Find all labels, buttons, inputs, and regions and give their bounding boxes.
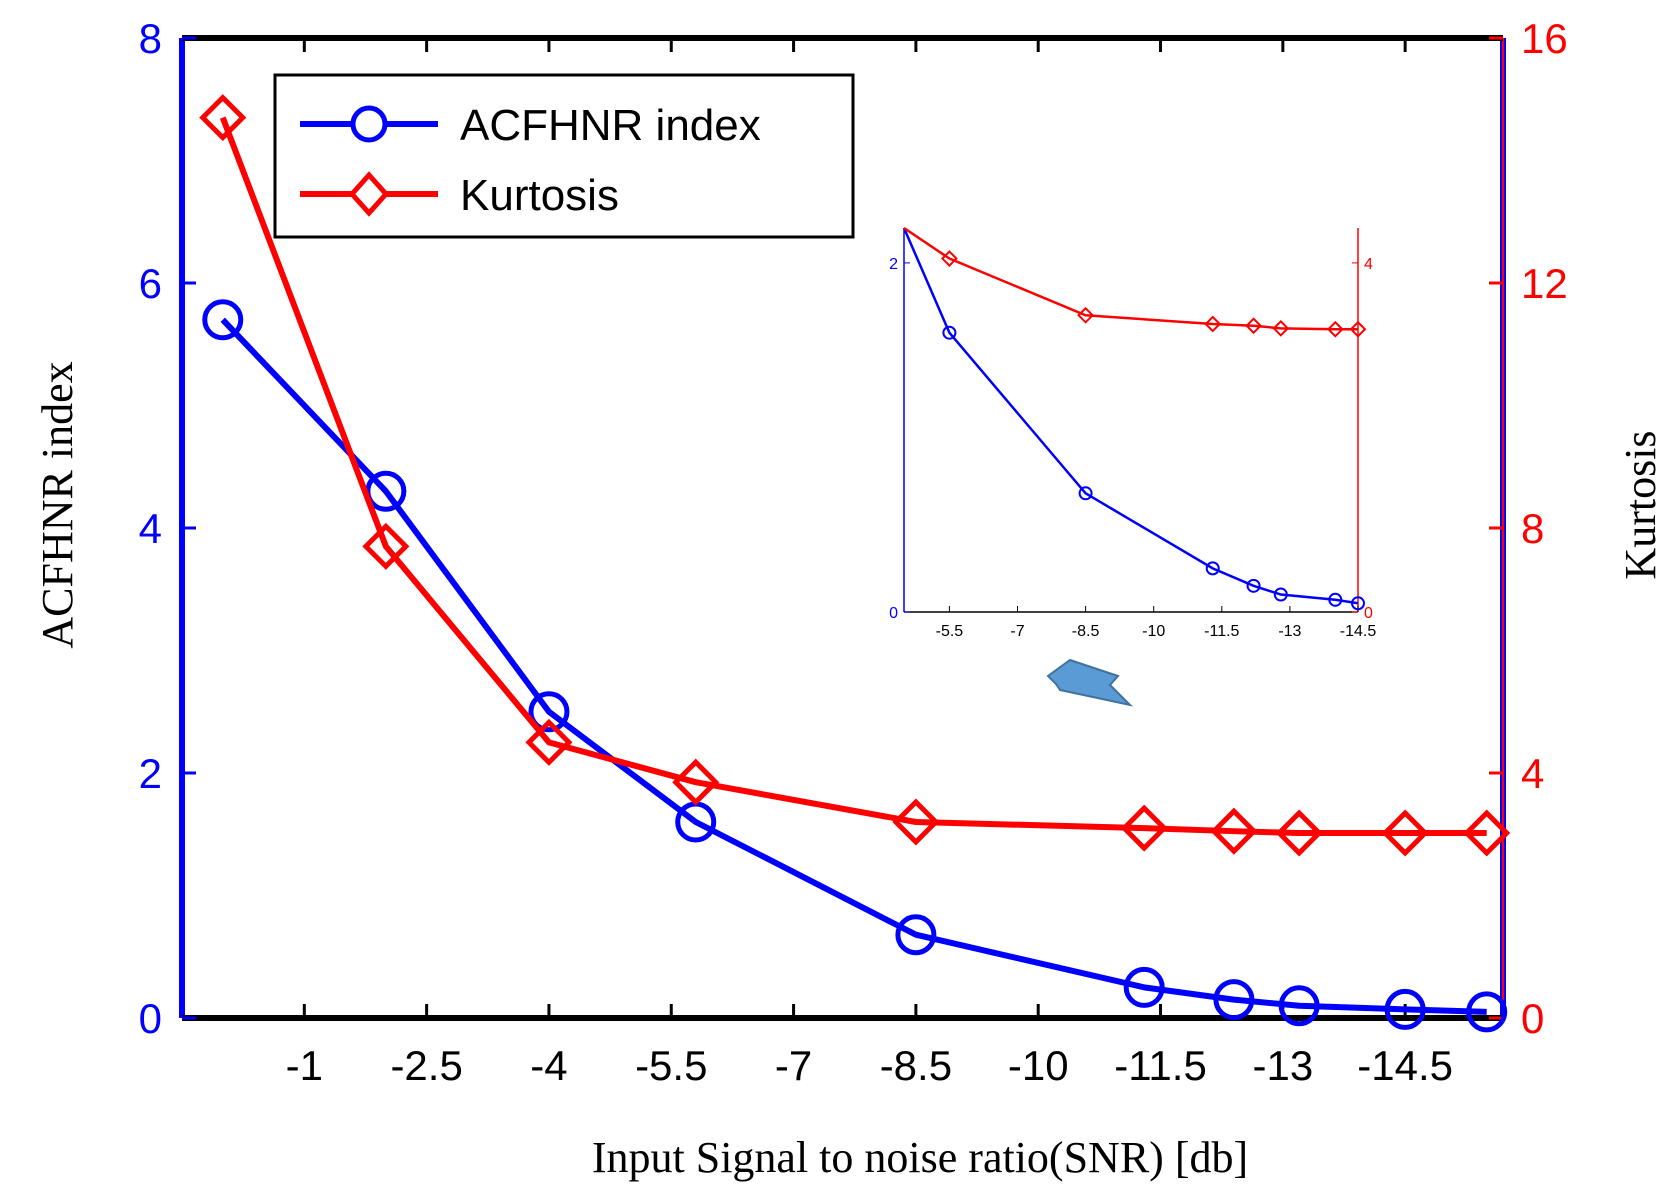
inset-y-left-tick-label: 0: [889, 605, 898, 622]
acfhnr-point: [1213, 979, 1255, 1021]
inset-background: [904, 228, 1358, 612]
acfhnr-point: [528, 691, 570, 733]
kurtosis-point: [672, 758, 720, 806]
inset-kurtosis-point: [1077, 306, 1095, 324]
x-tick-label: -7: [775, 1042, 812, 1089]
inset-x-tick-label: -13: [1278, 623, 1301, 640]
x-tick-label: -10: [1008, 1042, 1069, 1089]
x-tick-label: -5.5: [635, 1042, 707, 1089]
annotation-arrow: [1046, 658, 1134, 707]
inset-acfhnr-point: [1078, 486, 1093, 501]
kurtosis-point: [199, 94, 247, 142]
kurtosis-point: [362, 522, 410, 570]
y-left-tick-label: 8: [139, 15, 162, 62]
kurtosis-point: [1210, 807, 1258, 855]
inset-x-tick-label: -10: [1142, 623, 1165, 640]
kurtosis-point: [1463, 809, 1511, 857]
inset-y-left-tick-label: 2: [889, 256, 898, 273]
y-left-tick-label: 2: [139, 750, 162, 797]
x-tick-label: -14.5: [1357, 1042, 1453, 1089]
y-left-tick-label: 4: [139, 505, 162, 552]
y-right-tick-label: 0: [1521, 995, 1544, 1042]
inset-series-line-kurtosis: [903, 226, 1358, 331]
kurtosis-point: [1381, 809, 1429, 857]
y-right-axis-title: Kurtosis: [1616, 430, 1665, 579]
series-line-acfhnr: [220, 317, 1487, 1015]
x-tick-label: -11.5: [1114, 1042, 1207, 1089]
x-tick-label: -2.5: [390, 1042, 462, 1089]
y-left-tick-label: 0: [139, 995, 162, 1042]
inset-acfhnr-point: [1351, 596, 1365, 611]
acfhnr-point: [1384, 988, 1426, 1030]
inset-acfhnr-point: [1273, 587, 1288, 602]
y-right-tick-label: 12: [1521, 260, 1568, 307]
inset-y-right-tick-label: 0: [1364, 605, 1373, 622]
series-line-kurtosis: [219, 116, 1487, 837]
kurtosis-point: [525, 718, 573, 766]
inset-kurtosis-point: [1326, 320, 1344, 338]
acfhnr-point: [202, 299, 244, 341]
inset-kurtosis-point: [1349, 320, 1367, 338]
kurtosis-point: [1275, 809, 1323, 857]
legend: ACFHNR index Kurtosis: [273, 73, 855, 239]
inset-kurtosis-point: [940, 250, 958, 267]
inset-y-right-tick-label: 4: [1364, 256, 1373, 273]
main-plot-area: -1 -2.5 -4 -5.5 -7 -8.5 -10 -11.5 -13 -14.5024680…: [139, 15, 1568, 1089]
inset-acfhnr-point: [942, 325, 957, 340]
acfhnr-point: [895, 914, 937, 956]
x-tick-label: -13: [1252, 1042, 1313, 1089]
inset-x-tick-label: -8.5: [1072, 623, 1100, 640]
legend-marker-acfhnr: [350, 105, 388, 143]
inset-x-tick-label: -11.5: [1204, 623, 1239, 640]
y-left-axis-title: ACFHNR index: [33, 361, 82, 648]
y-right-tick-label: 16: [1521, 15, 1568, 62]
legend-marker-kurtosis: [348, 171, 390, 217]
kurtosis-point: [892, 798, 940, 846]
acfhnr-point: [1466, 991, 1508, 1033]
inset-kurtosis-point: [1272, 319, 1290, 337]
x-tick-label: -1: [286, 1042, 323, 1089]
kurtosis-point: [1120, 804, 1168, 852]
acfhnr-point: [1123, 966, 1165, 1008]
acfhnr-point: [1278, 985, 1320, 1027]
legend-label-acfhnr: ACFHNR index: [460, 101, 761, 150]
x-axis-title: Input Signal to noise ratio(SNR) [db]: [592, 1133, 1248, 1182]
x-tick-label: -8.5: [880, 1042, 952, 1089]
inset-x-tick-label: -14.5: [1340, 623, 1377, 640]
inset-acfhnr-point: [1205, 561, 1220, 576]
inset-series-line-acfhnr: [902, 227, 1359, 605]
inset-x-tick-label: -7: [1010, 623, 1024, 640]
y-right-tick-label: 4: [1521, 750, 1544, 797]
inset-acfhnr-point: [1328, 592, 1343, 607]
legend-box: [273, 73, 855, 239]
inset-kurtosis-point: [1245, 317, 1262, 335]
inset-kurtosis-point: [1204, 315, 1222, 333]
legend-label-kurtosis: Kurtosis: [460, 171, 619, 220]
y-left-tick-label: 6: [139, 260, 162, 307]
inset-x-tick-label: -5.5: [936, 623, 964, 640]
inset-acfhnr-point: [1246, 578, 1261, 593]
y-right-tick-label: 8: [1521, 505, 1544, 552]
x-tick-label: -4: [530, 1042, 567, 1089]
